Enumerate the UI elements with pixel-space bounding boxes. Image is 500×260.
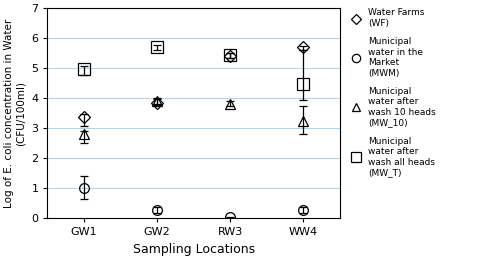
Legend: Water Farms
(WF), Municipal
water in the
Market
(MWM), Municipal
water after
was: Water Farms (WF), Municipal water in the… [348, 9, 436, 177]
X-axis label: Sampling Locations: Sampling Locations [132, 243, 255, 256]
Y-axis label: Log of E. coli concentration in Water
(CFU/100ml): Log of E. coli concentration in Water (C… [4, 18, 26, 208]
